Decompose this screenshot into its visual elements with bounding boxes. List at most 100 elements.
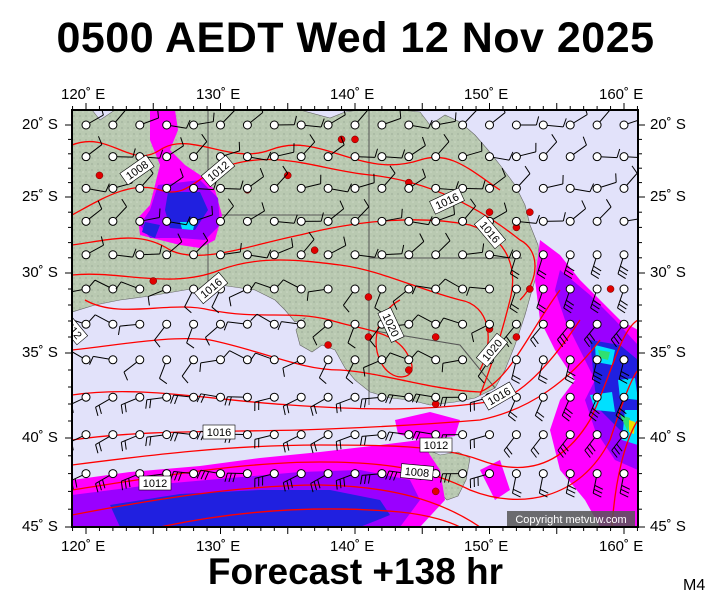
station-circle <box>108 430 118 440</box>
station-circle <box>619 355 629 365</box>
wind-barb <box>485 151 514 162</box>
wind-barb <box>123 355 145 381</box>
lat-label-left-30: 30˚ S <box>22 264 58 281</box>
station-circle <box>296 120 306 130</box>
wind-barb <box>345 355 360 384</box>
station-circle <box>269 284 279 294</box>
wind-barb <box>196 392 225 403</box>
wind-barb <box>216 198 234 226</box>
wind-barb <box>228 284 252 307</box>
wind-barb <box>306 284 333 301</box>
station-circle <box>162 392 172 402</box>
station-circle <box>135 250 145 260</box>
wind-barb <box>135 165 154 193</box>
wind-barb <box>120 469 145 491</box>
station-circle <box>592 216 602 226</box>
station-circle <box>350 469 360 479</box>
station-circle <box>242 250 252 260</box>
station-circle <box>135 392 145 402</box>
wind-barb <box>592 173 617 193</box>
station-circle <box>296 152 306 162</box>
lat-label-left-20: 20˚ S <box>22 116 58 133</box>
lat-label-left-25: 25˚ S <box>22 188 58 205</box>
station-circle <box>592 319 602 329</box>
wind-barb <box>335 392 360 414</box>
station-circle <box>108 469 118 479</box>
station-circle <box>350 392 360 402</box>
station-circle <box>538 355 548 365</box>
wind-barb <box>438 278 468 294</box>
station-circle <box>162 319 172 329</box>
station-circle <box>538 120 548 130</box>
station-circle <box>511 284 521 294</box>
station-circle <box>81 355 91 365</box>
wind-barb <box>170 392 199 405</box>
station-circle <box>458 319 468 329</box>
wind-barb <box>108 248 137 260</box>
station-circle <box>108 183 118 193</box>
wind-barb <box>72 319 91 329</box>
station-circle <box>377 284 387 294</box>
station-circle <box>81 392 91 402</box>
station-circle <box>242 430 252 440</box>
wind-barb <box>145 430 172 447</box>
station-circle <box>108 120 118 130</box>
station-circle <box>565 469 575 479</box>
wind-barb <box>108 198 128 226</box>
station-circle <box>189 250 199 260</box>
wind-barb <box>254 392 279 411</box>
wind-barb <box>538 134 558 162</box>
wind-barb <box>108 110 127 130</box>
station-circle <box>431 319 441 329</box>
station-circle <box>565 430 575 440</box>
wind-barb <box>610 319 629 348</box>
station-circle <box>538 152 548 162</box>
lon-label-top-130: 130˚ E <box>196 86 241 103</box>
lat-label-right-25: 25˚ S <box>650 188 686 205</box>
wind-barb <box>377 110 402 130</box>
lon-label-top-150: 150˚ E <box>464 86 509 103</box>
station-circle <box>458 250 468 260</box>
station-circle <box>216 120 225 130</box>
wind-barb <box>269 143 295 162</box>
station-circle <box>162 216 172 226</box>
station-circle <box>565 120 575 130</box>
wind-barb <box>81 200 103 226</box>
station-circle <box>592 355 602 365</box>
wind-barb <box>538 469 549 498</box>
station-circle <box>511 355 521 365</box>
station-circle <box>108 319 118 329</box>
station-circle <box>108 152 118 162</box>
wind-barb <box>350 148 378 162</box>
wind-barb <box>162 233 183 260</box>
wind-barb <box>377 165 396 193</box>
wind-barb <box>186 319 199 349</box>
wind-barb <box>120 392 145 414</box>
station-circle <box>458 152 468 162</box>
station-circle <box>404 216 414 226</box>
station-circle <box>323 183 333 193</box>
wind-barb <box>536 250 548 280</box>
station-circle <box>81 319 91 329</box>
wind-barb <box>431 205 456 226</box>
station-circle <box>592 469 602 479</box>
station-circle <box>565 319 575 329</box>
wind-barb <box>81 183 110 193</box>
wind-barb <box>538 355 548 384</box>
station-circle <box>242 355 252 365</box>
station-circle <box>404 250 414 260</box>
station-circle <box>108 250 118 260</box>
wind-barb <box>282 392 306 416</box>
station-circle <box>242 392 252 402</box>
station-circle <box>189 392 199 402</box>
wind-barb <box>117 319 145 336</box>
station-circle <box>135 430 145 440</box>
wind-barb <box>485 110 506 130</box>
station-circle <box>485 120 494 130</box>
wind-barb <box>619 165 638 193</box>
station-circle <box>377 152 387 162</box>
wind-barb <box>511 214 540 226</box>
wind-barb <box>584 430 602 458</box>
station-circle <box>619 469 629 479</box>
wind-barb <box>108 148 136 162</box>
